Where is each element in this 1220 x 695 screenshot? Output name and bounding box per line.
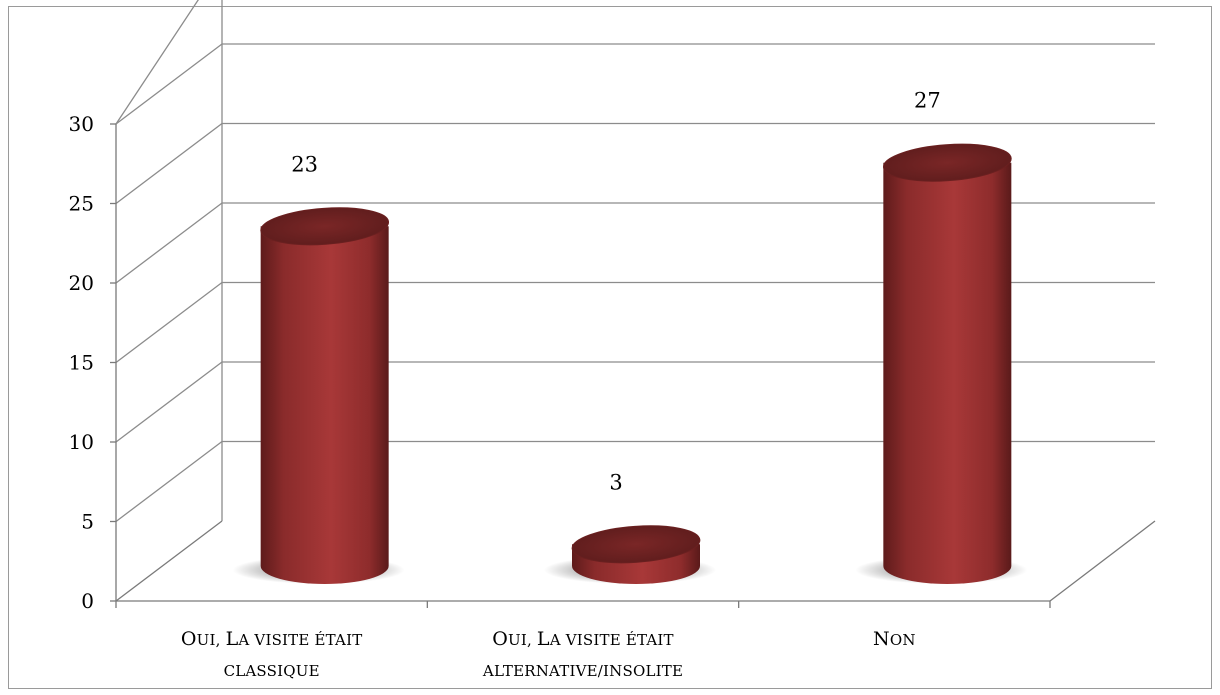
data-label: 27 — [914, 89, 941, 113]
bar — [855, 143, 1028, 584]
gridline-side — [115, 202, 223, 284]
axes — [110, 123, 1156, 608]
bar-body — [260, 226, 389, 585]
y-tick-label: 15 — [69, 351, 94, 375]
y-tick-label: 25 — [69, 192, 94, 216]
gridline-side — [115, 361, 223, 443]
gridline-side — [115, 43, 223, 125]
bar-top — [260, 207, 390, 246]
category-label: ALTERNATIVE/INSOLITE — [482, 662, 683, 680]
data-label: 23 — [291, 152, 318, 176]
category-label: OUI, LA VISITE ÉTAIT — [181, 628, 363, 650]
bar-top — [882, 143, 1012, 182]
y-tick-label: 30 — [69, 112, 94, 136]
floor-left-edge — [115, 520, 223, 602]
bars — [232, 143, 1028, 585]
y-tick-label: 20 — [69, 271, 94, 295]
gridline-side — [115, 122, 223, 205]
data-labels: 23 3 27 — [291, 89, 940, 495]
category-label: NON — [873, 628, 916, 650]
category-label: OUI, LA VISITE ÉTAIT — [492, 628, 674, 650]
y-tick-label: 10 — [69, 430, 94, 454]
gridline-side — [115, 440, 223, 523]
category-label: CLASSIQUE — [224, 662, 320, 680]
bar — [232, 207, 405, 585]
gridline-side-top — [115, 0, 199, 125]
bar-body — [883, 162, 1012, 584]
bar-top — [571, 525, 701, 564]
y-axis-ticks: 0 5 10 15 20 25 30 — [69, 112, 94, 613]
gridline-side — [115, 281, 223, 364]
floor-right-edge — [1049, 520, 1156, 602]
bar — [544, 525, 716, 584]
y-tick-label: 0 — [81, 589, 94, 613]
category-labels: OUI, LA VISITE ÉTAIT CLASSIQUE OUI, LA VIS… — [181, 628, 916, 680]
y-tick-label: 5 — [81, 510, 94, 534]
data-label: 3 — [609, 470, 622, 494]
